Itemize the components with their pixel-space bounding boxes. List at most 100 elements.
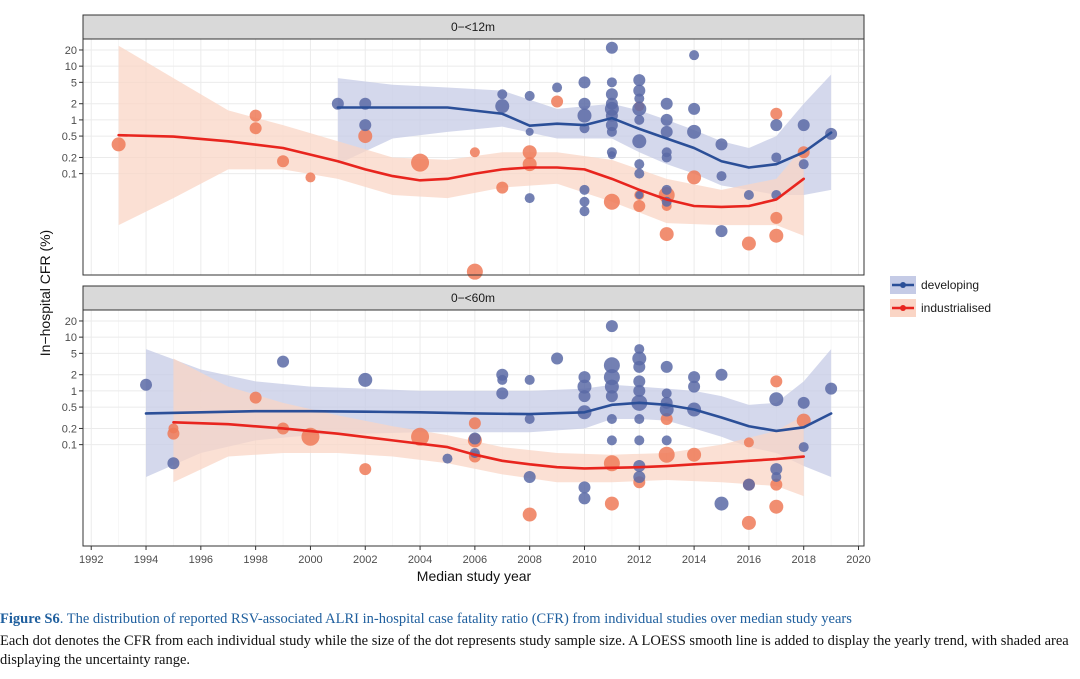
developing-point — [551, 352, 564, 365]
developing-point — [660, 360, 673, 373]
y-tick-label: 5 — [71, 77, 77, 89]
developing-point — [277, 355, 290, 368]
industrialised-point — [469, 147, 480, 158]
developing-point — [605, 88, 618, 101]
developing-point — [715, 138, 728, 151]
developing-point — [797, 119, 810, 132]
developing-point — [358, 372, 373, 387]
developing-point — [578, 76, 591, 89]
y-tick-label: 0.5 — [62, 131, 77, 143]
developing-point — [715, 225, 728, 238]
industrialised-point — [769, 499, 784, 514]
developing-point — [716, 171, 727, 182]
developing-point — [688, 102, 701, 115]
chart-svg: 0−<12m 0.1 0.2 0.5 1 2 5 10 20 0−<60m 0.1 0.2 0.5… — [37, 14, 992, 584]
x-tick-label: 2014 — [682, 554, 706, 566]
developing-point — [661, 388, 672, 399]
developing-point — [633, 375, 646, 388]
developing-point — [660, 97, 673, 110]
panel-top: 0−<12m 0.1 0.2 0.5 1 2 5 10 20 — [62, 14, 865, 280]
y-tick-label: 5 — [71, 348, 77, 360]
developing-point — [635, 191, 644, 200]
developing-point — [605, 390, 618, 403]
developing-point — [606, 126, 617, 137]
industrialised-point — [249, 122, 262, 135]
industrialised-point — [741, 515, 756, 530]
developing-point — [688, 371, 701, 384]
developing-point — [578, 390, 591, 403]
developing-point — [359, 119, 372, 132]
industrialised-point — [305, 172, 316, 183]
developing-point — [524, 413, 535, 424]
industrialised-point — [496, 181, 509, 194]
developing-point — [660, 113, 673, 126]
developing-point — [825, 382, 838, 395]
developing-point — [167, 457, 180, 470]
industrialised-point — [770, 375, 783, 388]
industrialised-point — [769, 228, 784, 243]
figure-caption: Figure S6. The distribution of reported … — [0, 610, 1070, 670]
y-tick-label: 0.5 — [62, 402, 77, 414]
x-tick-label: 1994 — [134, 554, 158, 566]
industrialised-point — [359, 463, 372, 476]
developing-point — [604, 379, 619, 394]
developing-point — [634, 168, 645, 179]
y-tick-label: 2 — [71, 370, 77, 382]
developing-point — [579, 196, 590, 207]
y-axis-label: In−hospital CFR (%) — [37, 230, 53, 356]
developing-point — [497, 89, 508, 100]
developing-point — [634, 413, 645, 424]
developing-point — [523, 470, 536, 483]
x-axis: 1992 1994 1996 1998 2000 2002 2004 2006 2008 2010… — [79, 546, 871, 566]
x-tick-label: 2016 — [737, 554, 761, 566]
developing-point — [578, 492, 591, 505]
developing-point — [633, 360, 646, 373]
industrialised-point — [522, 145, 537, 160]
industrialised-point — [277, 155, 290, 168]
industrialised-point — [743, 437, 754, 448]
y-tick-label: 2 — [71, 99, 77, 111]
developing-point — [603, 357, 620, 374]
panel-strip-bottom — [82, 285, 865, 311]
developing-point — [468, 432, 481, 445]
developing-point — [633, 384, 646, 397]
panel-strip-label-bottom: 0−<60m — [451, 291, 495, 305]
developing-point — [606, 77, 617, 88]
developing-point — [689, 50, 700, 61]
developing-point — [632, 101, 647, 116]
developing-point — [715, 368, 728, 381]
x-tick-label: 2012 — [627, 554, 651, 566]
fit-lines-bottom — [144, 401, 833, 470]
caption-title-text: . The distribution of reported RSV-assoc… — [59, 611, 852, 627]
developing-point — [634, 344, 645, 355]
industrialised-point — [633, 199, 646, 212]
x-axis-label: Median study year — [417, 568, 532, 584]
developing-loess-line — [144, 401, 833, 433]
developing-point — [661, 152, 672, 163]
industrialised-point — [411, 427, 430, 446]
industrialised-point — [551, 95, 564, 108]
y-tick-label: 1 — [71, 386, 77, 398]
developing-point — [771, 152, 782, 163]
developing-point — [634, 93, 645, 104]
legend-label-industrialised: industrialised — [921, 301, 991, 315]
x-tick-label: 1996 — [189, 554, 213, 566]
developing-point — [634, 435, 645, 446]
caption-title: Figure S6. The distribution of reported … — [0, 610, 1070, 629]
developing-point — [606, 435, 617, 446]
y-tick-label: 0.2 — [62, 152, 77, 164]
developing-loess-line — [336, 106, 833, 169]
y-tick-label: 20 — [65, 45, 77, 57]
industrialised-point — [111, 137, 126, 152]
developing-point — [525, 127, 534, 136]
points-top — [111, 41, 838, 280]
x-tick-label: 2002 — [353, 554, 377, 566]
developing-point — [578, 481, 591, 494]
developing-point — [633, 470, 646, 483]
y-axis-bottom: 0.1 0.2 0.5 1 2 5 10 20 — [62, 316, 83, 452]
panel-bottom: 0−<60m 0.1 0.2 0.5 1 2 5 10 20 — [62, 285, 865, 547]
developing-point — [771, 471, 782, 482]
industrialised-point — [687, 447, 702, 462]
legend-key-point — [900, 282, 906, 288]
developing-point — [496, 387, 509, 400]
